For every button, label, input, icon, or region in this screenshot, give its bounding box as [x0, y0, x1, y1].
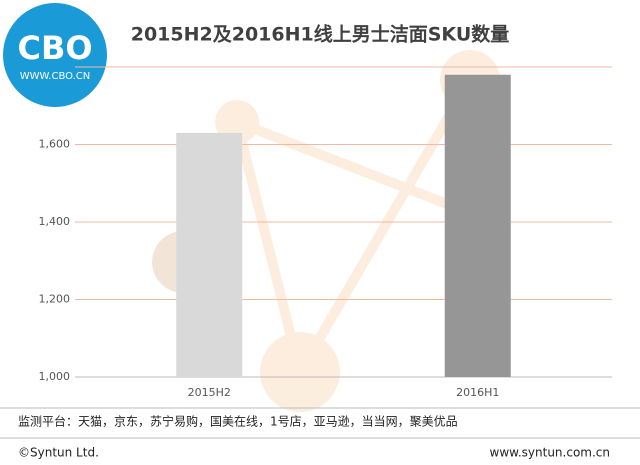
website: www.syntun.com.cn — [490, 446, 611, 460]
copyright: ©Syntun Ltd. — [18, 446, 99, 460]
source-note: 监测平台：天猫，京东，苏宁易购，国美在线，1号店，亚马逊，当当网，聚美优品 — [18, 414, 458, 429]
bar — [176, 132, 243, 377]
logo-circle — [3, 3, 107, 107]
y-tick-label: 1,600 — [39, 138, 71, 151]
y-tick-label: 1,400 — [39, 215, 71, 228]
bar — [444, 74, 511, 377]
y-tick-label: 1,200 — [39, 293, 71, 306]
x-tick-label: 2016H1 — [456, 386, 499, 399]
x-tick-label: 2015H2 — [188, 386, 231, 399]
chart-title: 2015H2及2016H1线上男士洁面SKU数量 — [131, 23, 510, 46]
y-tick-label: 1,000 — [39, 370, 71, 383]
logo-mark: CBO — [17, 29, 92, 67]
logo-url: WWW.CBO.CN — [20, 71, 90, 82]
